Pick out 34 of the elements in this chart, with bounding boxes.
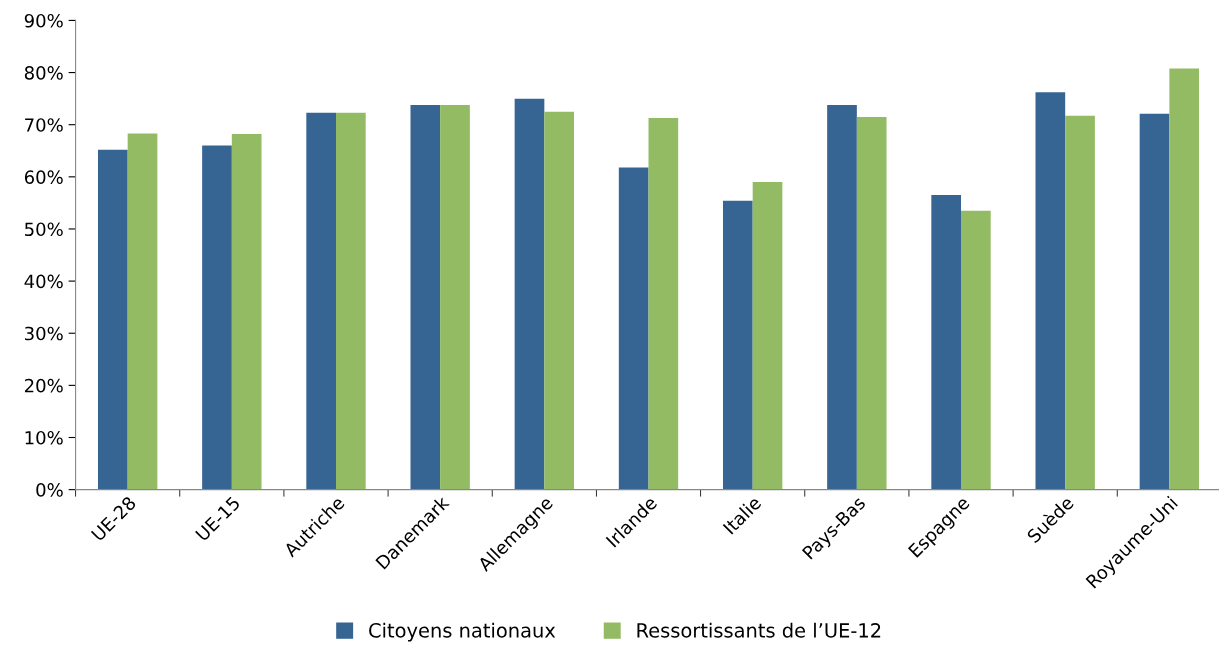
bar xyxy=(1169,68,1200,490)
y-tick-label: 60% xyxy=(24,170,63,184)
bar xyxy=(440,104,470,490)
bar xyxy=(1035,92,1066,490)
bar xyxy=(856,116,887,490)
y-tick-label: 80% xyxy=(24,66,63,80)
bar xyxy=(202,145,232,490)
legend-label: Ressortissants de l’UE-12 xyxy=(637,622,881,638)
bar xyxy=(544,111,575,490)
bar xyxy=(722,200,753,490)
bar xyxy=(618,167,649,490)
y-tick-label: 30% xyxy=(25,326,63,341)
bar xyxy=(97,149,128,490)
bar xyxy=(127,133,158,490)
bar xyxy=(231,134,262,490)
bar xyxy=(336,112,366,490)
y-tick-label: 90% xyxy=(24,13,63,28)
bar xyxy=(752,182,783,490)
y-tick-label: 40% xyxy=(24,274,63,289)
bar xyxy=(514,98,545,490)
legend-label: Citoyens nationaux xyxy=(369,622,556,642)
y-tick-label: 10% xyxy=(25,430,63,445)
y-tick-label: 20% xyxy=(24,378,63,393)
bar xyxy=(306,112,336,490)
bar xyxy=(961,210,991,490)
bar xyxy=(648,117,679,490)
y-tick-label: 0% xyxy=(36,483,63,497)
y-tick-label: 50% xyxy=(25,222,63,237)
bar xyxy=(1065,115,1095,490)
bar xyxy=(827,104,857,490)
y-tick-label: 70% xyxy=(25,118,63,132)
bar xyxy=(410,104,441,490)
bar xyxy=(931,195,962,490)
bar xyxy=(1139,113,1170,490)
